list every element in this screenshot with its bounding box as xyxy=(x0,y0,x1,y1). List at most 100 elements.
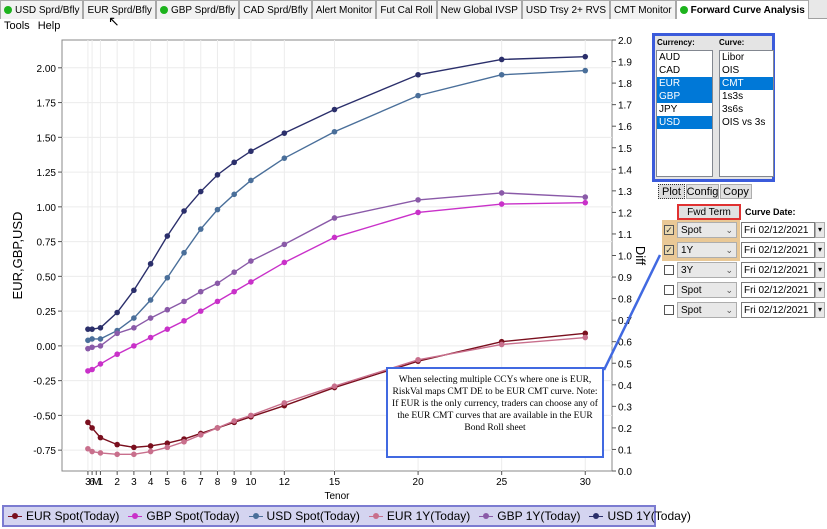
term-dropdown[interactable]: Spot ⌄ xyxy=(677,282,737,298)
tab-alert-monitor[interactable]: Alert Monitor xyxy=(311,0,377,19)
series-point-3 xyxy=(248,412,254,419)
curve-row-checkbox[interactable]: ✓ xyxy=(664,225,674,235)
tab-fut-cal-roll[interactable]: Fut Cal Roll xyxy=(376,0,437,19)
copy-button[interactable]: Copy xyxy=(720,184,752,199)
chevron-down-icon: ⌄ xyxy=(725,305,733,315)
y2-tick-label: 0.9 xyxy=(618,273,632,284)
tab-cmt-monitor[interactable]: CMT Monitor xyxy=(610,0,676,19)
list-item[interactable]: AUD xyxy=(659,52,681,63)
currency-listbox[interactable]: AUD CAD EUR GBP JPY USD xyxy=(656,50,713,177)
tab-eur-sprd-bfly[interactable]: EUR Sprd/Bfly xyxy=(83,0,156,19)
status-dot-icon xyxy=(159,6,168,14)
chevron-down-icon: ⌄ xyxy=(725,265,733,275)
series-point-3 xyxy=(147,448,154,455)
date-dropdown-arrow-icon[interactable]: ▾ xyxy=(815,302,825,318)
y2-tick-label: 1.8 xyxy=(618,79,632,90)
series-point-1 xyxy=(114,351,120,358)
chevron-down-icon: ⌄ xyxy=(725,245,733,255)
series-point-3 xyxy=(197,432,204,438)
x-tick-label: 9 xyxy=(231,477,237,488)
series-point-4 xyxy=(281,241,288,248)
curve-listbox[interactable]: Libor OIS CMT 1s3s 3s6s OIS vs 3s xyxy=(719,50,774,177)
y-tick-label: 0.25 xyxy=(37,307,57,318)
y-tick-label: -0.50 xyxy=(33,411,56,422)
term-dropdown[interactable]: 1Y ⌄ xyxy=(677,242,737,258)
date-dropdown-arrow-icon[interactable]: ▾ xyxy=(815,222,825,238)
date-dropdown-arrow-icon[interactable]: ▾ xyxy=(815,262,825,278)
curve-row-checkbox[interactable]: ✓ xyxy=(664,245,674,255)
series-point-4 xyxy=(415,197,421,203)
x-tick-label: 3 xyxy=(131,477,137,488)
list-item[interactable]: USD xyxy=(657,116,712,129)
y2-tick-label: 1.2 xyxy=(618,208,632,219)
config-button[interactable]: Config xyxy=(686,184,719,199)
curve-date-field[interactable]: Fri 02/12/2021 xyxy=(741,262,815,278)
list-item[interactable]: CMT xyxy=(720,77,773,90)
tab-cad-sprd-bfly[interactable]: CAD Sprd/Bfly xyxy=(239,0,312,19)
series-point-1 xyxy=(248,279,254,285)
series-point-4 xyxy=(131,324,137,331)
series-point-1 xyxy=(181,318,187,324)
series-point-0 xyxy=(89,425,95,431)
list-item[interactable]: OIS xyxy=(722,65,740,76)
series-point-5 xyxy=(582,53,589,60)
legend-item: USD Spot(Today) xyxy=(248,509,360,523)
curve-date-field[interactable]: Fri 02/12/2021 xyxy=(741,222,815,238)
date-dropdown-arrow-icon[interactable]: ▾ xyxy=(815,282,825,298)
series-point-5 xyxy=(85,326,91,332)
tab-label: EUR Sprd/Bfly xyxy=(87,4,152,16)
y2-tick-label: 0.2 xyxy=(618,424,632,435)
tab-gbp-sprd-bfly[interactable]: GBP Sprd/Bfly xyxy=(155,0,240,19)
series-point-5 xyxy=(231,159,237,166)
y2-tick-label: 0.5 xyxy=(618,359,632,370)
legend-swatch-icon xyxy=(368,512,383,520)
tab-label: Forward Curve Analysis xyxy=(690,4,805,16)
term-dropdown[interactable]: Spot ⌄ xyxy=(677,222,737,238)
list-item[interactable]: Libor xyxy=(722,52,745,63)
list-item[interactable]: OIS vs 3s xyxy=(722,117,766,128)
curve-row-checkbox[interactable] xyxy=(664,265,674,275)
x-axis-title: Tenor xyxy=(324,491,350,502)
tab-usd-sprd-bfly[interactable]: USD Sprd/Bfly xyxy=(0,0,84,19)
currency-label: Currency: xyxy=(657,38,695,47)
y-tick-label: 1.25 xyxy=(37,168,57,179)
series-point-4 xyxy=(97,343,104,349)
menu-tools[interactable]: Tools xyxy=(4,20,30,32)
menu-help[interactable]: Help xyxy=(37,20,61,32)
tab-new-global-ivsp[interactable]: New Global IVSP xyxy=(436,0,522,19)
y-tick-label: 0.75 xyxy=(37,238,57,249)
series-point-3 xyxy=(97,450,104,456)
term-dropdown[interactable]: Spot ⌄ xyxy=(677,302,737,318)
series-point-5 xyxy=(248,148,254,155)
series-point-2 xyxy=(498,71,505,78)
date-dropdown-arrow-icon[interactable]: ▾ xyxy=(815,242,825,258)
list-item[interactable]: GBP xyxy=(657,90,712,103)
series-point-1 xyxy=(197,308,204,314)
curve-date-field[interactable]: Fri 02/12/2021 xyxy=(741,282,815,298)
curve-date-field[interactable]: Fri 02/12/2021 xyxy=(741,302,815,318)
x-tick-label: M xyxy=(92,477,100,488)
fwd-term-button[interactable]: Fwd Term xyxy=(677,204,741,220)
curve-date-field[interactable]: Fri 02/12/2021 xyxy=(741,242,815,258)
series-point-5 xyxy=(131,287,137,294)
plot-button[interactable]: Plot xyxy=(658,184,685,199)
list-item[interactable]: JPY xyxy=(659,104,678,115)
curve-row-checkbox[interactable] xyxy=(664,285,674,295)
tab-usd-trsy-2-rvs[interactable]: USD Trsy 2+ RVS xyxy=(521,0,611,19)
legend-swatch-icon xyxy=(8,512,22,520)
series-point-2 xyxy=(164,274,171,281)
series-point-4 xyxy=(498,190,505,196)
status-dot-icon xyxy=(4,6,12,14)
y-tick-label: 0.00 xyxy=(37,342,57,353)
series-point-1 xyxy=(281,259,288,266)
x-tick-label: 30 xyxy=(580,477,592,488)
list-item[interactable]: 3s6s xyxy=(722,104,744,115)
series-point-3 xyxy=(181,439,187,445)
list-item[interactable]: EUR xyxy=(657,77,712,90)
list-item[interactable]: CAD xyxy=(659,65,681,76)
legend-swatch-icon xyxy=(128,512,143,520)
tab-forward-curve-analysis[interactable]: Forward Curve Analysis xyxy=(675,0,809,19)
term-dropdown[interactable]: 3Y ⌄ xyxy=(677,262,737,278)
curve-row-checkbox[interactable] xyxy=(664,305,674,315)
list-item[interactable]: 1s3s xyxy=(722,91,744,102)
